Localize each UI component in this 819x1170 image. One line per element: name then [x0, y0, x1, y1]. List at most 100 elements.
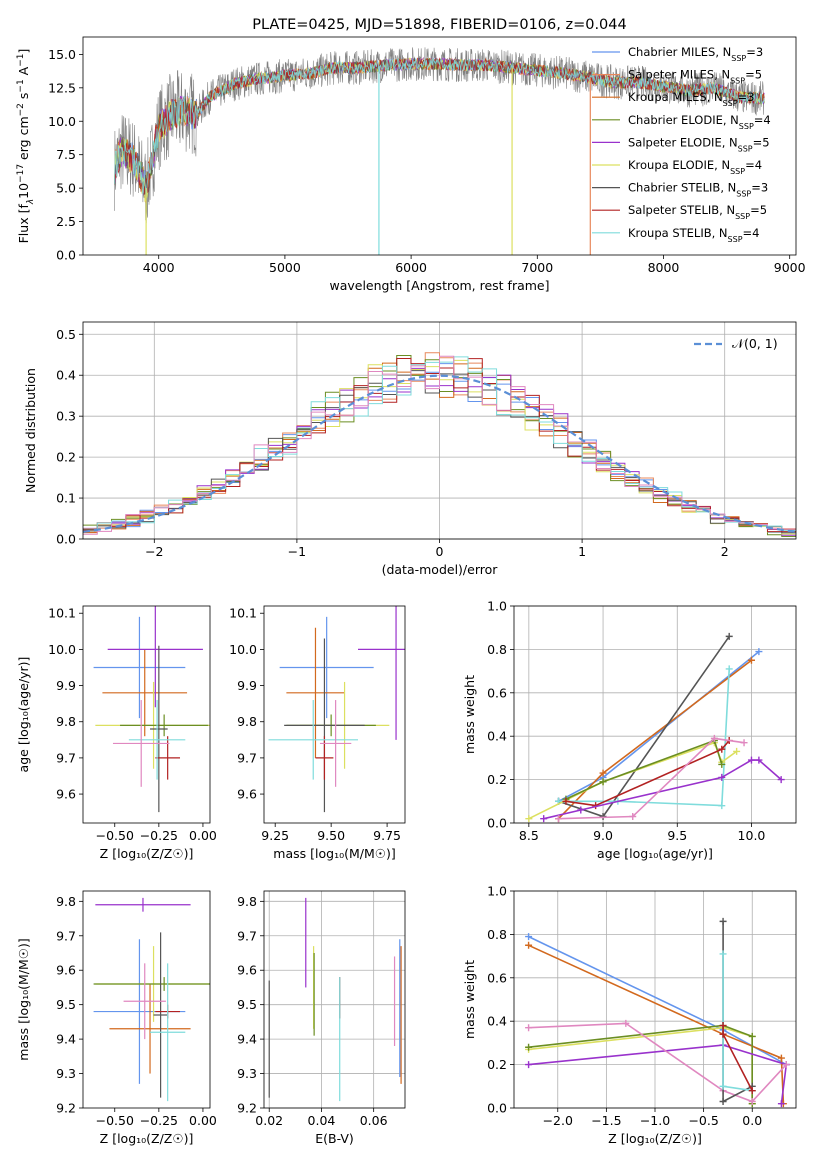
- legend-eq: =: [750, 203, 760, 217]
- y-tick-label: 10.1: [229, 606, 257, 621]
- x-axis-label: E(B-V): [315, 1131, 354, 1146]
- x-tick-label: 0: [436, 544, 444, 559]
- mass-weight-marker: [540, 815, 548, 823]
- x-axis-label: Z [log₁₀(Z/Z☉)]: [608, 1131, 702, 1146]
- mass-weight-marker: [755, 756, 763, 764]
- mass-weight-marker: [777, 776, 785, 784]
- x-tick-label: −0.25: [140, 828, 178, 843]
- legend-sub: SSP: [723, 99, 738, 108]
- y-tick-label: 9.9: [237, 678, 257, 693]
- x-tick-label: −1.0: [640, 1113, 670, 1128]
- y-tick-label: 9.7: [237, 928, 257, 943]
- y-tick-label: 0.6: [487, 685, 507, 700]
- axes-frame: [513, 890, 797, 1109]
- mass-weight-marker: [718, 760, 726, 768]
- legend-entry: Salpeter STELIB, NSSP=5: [628, 203, 767, 221]
- legend-entry: Chabrier ELODIE, NSSP=4: [628, 113, 771, 131]
- y-axis-label-part: 10: [16, 183, 31, 199]
- legend-sub: SSP: [730, 76, 745, 85]
- legend-name: Kroupa MILES, N: [628, 90, 723, 104]
- mass-weight-line: [558, 668, 730, 807]
- mass-weight-marker: [599, 769, 607, 777]
- y-tick-label: 0.0: [56, 532, 76, 547]
- legend-name: Chabrier MILES, N: [628, 45, 731, 59]
- mass-weight-marker: [748, 1087, 756, 1095]
- x-tick-label: −2: [145, 544, 163, 559]
- y-axis-label: Flux [fλ10−17 erg cm−2 s−1 A−1]: [16, 49, 36, 244]
- y-tick-label: 0.1: [56, 491, 76, 506]
- mass-weight-marker: [525, 941, 533, 949]
- legend-eq: =: [754, 113, 764, 127]
- mass-weight-marker: [719, 917, 727, 925]
- legend-eq: =: [745, 68, 755, 82]
- mass-weight-line: [528, 1024, 753, 1104]
- y-axis-label-part: −1: [16, 54, 26, 67]
- mass-weight-marker: [718, 773, 726, 781]
- y-tick-label: 2.5: [56, 214, 76, 229]
- x-tick-label: −0.5: [688, 1113, 718, 1128]
- y-tick-label: 9.7: [56, 928, 76, 943]
- y-axis-label-part: −1: [16, 79, 26, 92]
- mass-weight-marker: [629, 812, 637, 820]
- legend-n: 4: [763, 113, 770, 127]
- y-tick-label: 9.6: [56, 963, 76, 978]
- legend-entry: Kroupa STELIB, NSSP=4: [628, 226, 760, 244]
- mass-weight-line: [722, 953, 753, 1092]
- y-tick-label: 9.3: [237, 1066, 257, 1081]
- axes-frame: [82, 36, 797, 256]
- x-tick-label: −0.25: [140, 1113, 178, 1128]
- mass-weight-marker: [733, 747, 741, 755]
- legend-n: 5: [760, 203, 767, 217]
- x-tick-label: 8.5: [519, 828, 539, 843]
- x-tick-label: 9.75: [373, 828, 401, 843]
- x-axis-label: Z [log₁₀(Z/Z☉)]: [100, 846, 194, 861]
- axes-frame: [263, 890, 406, 1109]
- mass-weight-line: [565, 739, 730, 807]
- mass-weight-marker: [719, 1022, 727, 1030]
- x-tick-label: 2: [721, 544, 729, 559]
- legend-entry: Chabrier STELIB, NSSP=3: [628, 181, 768, 199]
- mass-weight-marker: [747, 756, 755, 764]
- x-axis-label: wavelength [Angstrom, rest frame]: [329, 278, 549, 293]
- legend-n: 3: [756, 45, 763, 59]
- mass-weight-marker: [525, 933, 533, 941]
- mass-weight-marker: [599, 778, 607, 786]
- panel-spectrum: 4000 5000 6000 7000 8000 9000 0.0 2.5 5.0 7.5 10.0…: [16, 17, 806, 293]
- axes-frame: [513, 605, 797, 824]
- legend-n: 5: [762, 135, 769, 149]
- legend-name: Salpeter ELODIE, N: [628, 135, 738, 149]
- x-tick-label: −2.0: [543, 1113, 573, 1128]
- x-axis-label: Z [log₁₀(Z/Z☉)]: [100, 1131, 194, 1146]
- x-tick-label: 9.0: [593, 828, 613, 843]
- y-tick-label: 0.4: [56, 368, 76, 383]
- x-tick-label: −0.50: [96, 1113, 134, 1128]
- y-axis-label-part: A: [16, 66, 31, 79]
- panel-age-vs-mass: 9.25 9.50 9.75 9.6 9.7 9.8 9.9 10.0 10.1 mass [lo…: [229, 605, 406, 861]
- axes-frame: [263, 605, 406, 824]
- y-tick-label: 0.8: [487, 642, 507, 657]
- legend-name: Kroupa ELODIE, N: [628, 158, 730, 172]
- mass-weight-line: [528, 1026, 753, 1104]
- x-tick-label: 10.0: [738, 828, 766, 843]
- normal-curve: [83, 374, 796, 533]
- y-tick-label: 0.5: [56, 327, 76, 342]
- x-tick-label: 9000: [774, 260, 806, 275]
- mass-weight-marker: [525, 1024, 533, 1032]
- mass-weight-marker: [747, 656, 755, 664]
- y-tick-label: 1.0: [487, 599, 507, 614]
- y-tick-label: 9.2: [237, 1101, 257, 1116]
- mass-weight-line: [558, 635, 730, 818]
- x-tick-label: 0.00: [189, 828, 217, 843]
- axes-frame: [82, 890, 211, 1109]
- legend-sub: SSP: [735, 212, 750, 221]
- panel-mass-vs-Z: −0.50 −0.25 0.00 9.2 9.3 9.4 9.5 9.6 9.7 9.8 Z [lo…: [16, 890, 217, 1146]
- x-tick-label: −1: [288, 544, 306, 559]
- plot-area: [268, 897, 402, 1102]
- legend-sub: SSP: [728, 234, 743, 243]
- legend-entry: Salpeter ELODIE, NSSP=5: [628, 135, 770, 153]
- y-axis-label-part: s: [16, 93, 31, 104]
- x-tick-label: 0.06: [360, 1113, 388, 1128]
- mass-weight-line: [543, 759, 782, 820]
- legend-n: 4: [752, 226, 759, 240]
